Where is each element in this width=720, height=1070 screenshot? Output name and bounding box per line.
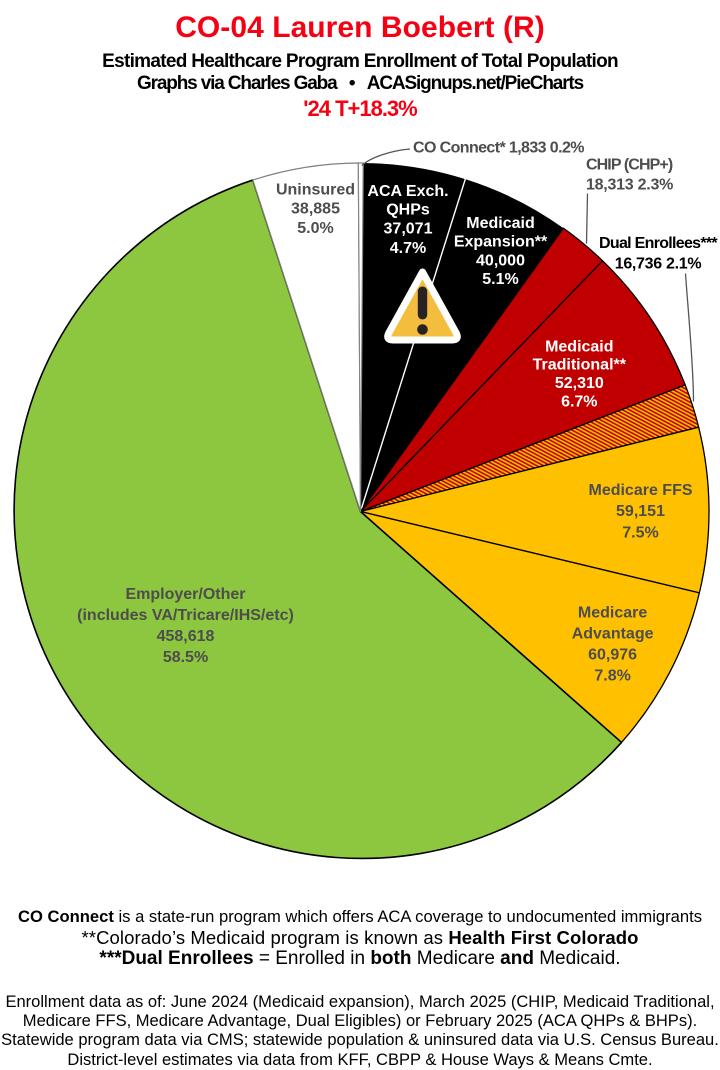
svg-text:37,071: 37,071 (384, 221, 433, 238)
svg-text:Medicare FFS: Medicare FFS (588, 482, 692, 499)
svg-text:Traditional**: Traditional** (533, 357, 627, 374)
svg-text:4.7%: 4.7% (390, 240, 426, 257)
svg-text:40,000: 40,000 (476, 253, 525, 270)
svg-text:Medicaid: Medicaid (466, 215, 534, 232)
svg-text:Dual Enrollees***: Dual Enrollees*** (599, 235, 718, 252)
svg-text:ACA Exch.: ACA Exch. (367, 183, 448, 200)
svg-text:458,618: 458,618 (157, 628, 215, 645)
svg-text:5.1%: 5.1% (482, 271, 518, 288)
svg-text:Expansion**: Expansion** (454, 234, 548, 251)
svg-text:59,151: 59,151 (616, 503, 665, 520)
svg-text:(includes VA/Tricare/IHS/etc): (includes VA/Tricare/IHS/etc) (77, 607, 294, 624)
svg-text:7.5%: 7.5% (622, 525, 658, 542)
svg-text:Employer/Other: Employer/Other (125, 586, 245, 603)
svg-text:Advantage: Advantage (572, 626, 654, 643)
svg-text:60,976: 60,976 (588, 647, 637, 664)
svg-text:Medicaid: Medicaid (545, 338, 613, 355)
svg-text:CO Connect* 1,833 0.2%: CO Connect* 1,833 0.2% (413, 140, 584, 157)
svg-text:Medicare: Medicare (578, 605, 647, 622)
svg-text:CHIP (CHP+): CHIP (CHP+) (586, 157, 673, 174)
svg-text:18,313 2.3%: 18,313 2.3% (586, 177, 673, 194)
svg-text:6.7%: 6.7% (561, 393, 597, 410)
svg-text:QHPs: QHPs (386, 202, 430, 219)
svg-text:Uninsured: Uninsured (276, 182, 355, 199)
svg-text:58.5%: 58.5% (163, 649, 208, 666)
svg-text:38,885: 38,885 (291, 201, 340, 218)
svg-text:52,310: 52,310 (555, 375, 604, 392)
svg-text:7.8%: 7.8% (594, 668, 630, 685)
svg-text:5.0%: 5.0% (297, 220, 333, 237)
svg-text:16,736 2.1%: 16,736 2.1% (615, 255, 702, 272)
